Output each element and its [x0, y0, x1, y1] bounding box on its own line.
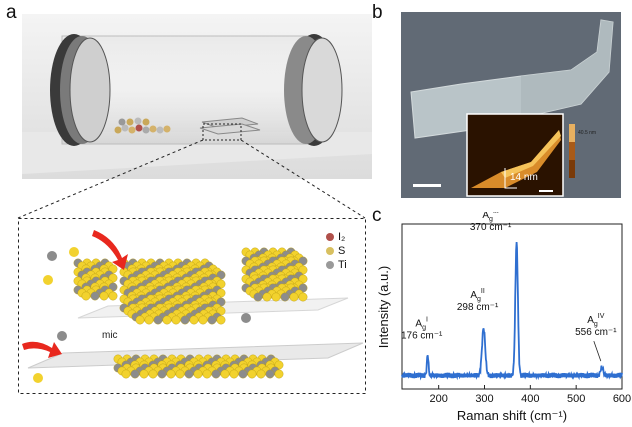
legend-item: Ti: [326, 258, 347, 272]
atom: [100, 292, 108, 300]
atom: [185, 370, 193, 378]
peak-mode-label: AgII: [470, 288, 485, 303]
atom: [221, 370, 229, 378]
atom: [149, 370, 157, 378]
atom: [145, 316, 153, 324]
x-tick-label: 400: [521, 393, 539, 405]
peak-pointer: [594, 341, 601, 361]
peak-value-label: 176 cm⁻¹: [401, 331, 443, 342]
atom: [208, 316, 216, 324]
atom: [299, 293, 307, 301]
atom: [158, 370, 166, 378]
crystal-illustration: mic: [18, 218, 366, 394]
atom: [266, 370, 274, 378]
atom-legend: I₂ S Ti: [326, 230, 347, 272]
peak-value-label: 298 cm⁻¹: [457, 302, 499, 313]
atom: [199, 316, 207, 324]
x-tick-label: 200: [429, 393, 447, 405]
atom: [176, 370, 184, 378]
x-axis-label: Raman shift (cm⁻¹): [457, 408, 567, 423]
iodine-dot-icon: [326, 233, 334, 241]
raman-spectrum-line: [402, 242, 622, 378]
substrate-text: mic: [102, 330, 118, 341]
atom: [163, 316, 171, 324]
x-tick-label: 600: [613, 393, 631, 405]
atom: [154, 316, 162, 324]
atom: [122, 370, 130, 378]
atom: [275, 370, 283, 378]
atom: [212, 370, 220, 378]
atom: [194, 370, 202, 378]
atom: [109, 292, 117, 300]
atom: [263, 293, 271, 301]
legend-label: I₂: [338, 230, 345, 244]
scale-bar: [413, 184, 441, 187]
atom: [91, 292, 99, 300]
afm-inset: [467, 114, 575, 196]
atom: [172, 316, 180, 324]
atom: [290, 293, 298, 301]
atom: [131, 370, 139, 378]
atom: [248, 370, 256, 378]
legend-item: S: [326, 244, 347, 258]
atom: [217, 316, 225, 324]
sulfur-dot-icon: [326, 247, 334, 255]
atom: [167, 370, 175, 378]
peak-value-label: 556 cm⁻¹: [575, 327, 617, 338]
peak-mode-label: AgI: [415, 317, 428, 332]
optical-micrograph: [401, 12, 621, 198]
legend-label: Ti: [338, 258, 347, 272]
atom: [203, 370, 211, 378]
atom: [272, 293, 280, 301]
legend-item: I₂: [326, 230, 347, 244]
x-tick-label: 500: [567, 393, 585, 405]
atom: [281, 293, 289, 301]
peak-value-label: 370 cm⁻¹: [470, 222, 512, 233]
atom: [140, 370, 148, 378]
atom: [82, 292, 90, 300]
atom: [254, 293, 262, 301]
legend-label: S: [338, 244, 345, 258]
atom: [181, 316, 189, 324]
y-axis-label: Intensity (a.u.): [376, 266, 391, 348]
titanium-dot-icon: [326, 261, 334, 269]
atom: [136, 316, 144, 324]
atom: [230, 370, 238, 378]
atom: [257, 370, 265, 378]
atom: [239, 370, 247, 378]
atom: [190, 316, 198, 324]
x-tick-label: 300: [475, 393, 493, 405]
plot-frame: [402, 224, 622, 389]
afm-step-label: 14 nm: [510, 172, 538, 183]
colorbar-max-label: 40.5 nm: [578, 130, 596, 136]
peak-mode-label: AgIV: [587, 313, 605, 328]
